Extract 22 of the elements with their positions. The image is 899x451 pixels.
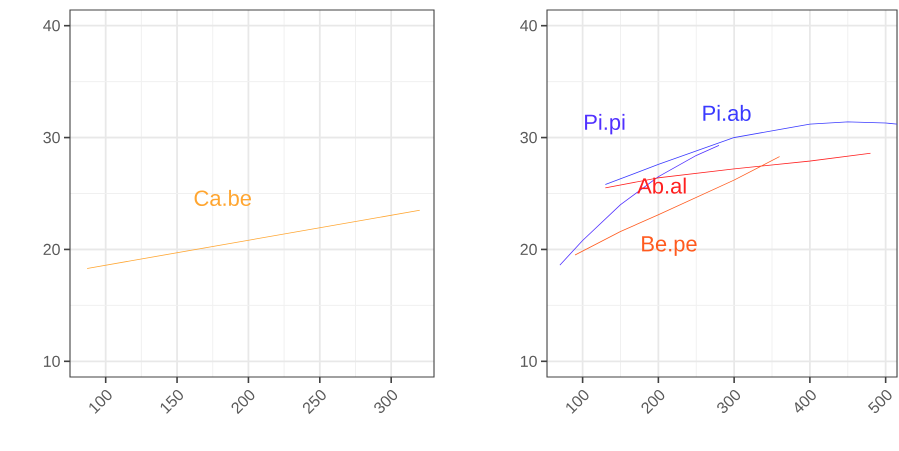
x-tick-label: 300 (374, 390, 398, 413)
y-tick-label: 40 (520, 20, 537, 32)
x-tick-label: 150 (160, 390, 183, 414)
x-tick-label: 100 (566, 390, 588, 414)
y-tick-label: 30 (520, 132, 537, 144)
x-tick-label: 500 (868, 390, 892, 414)
y-tick-label: 20 (520, 244, 537, 256)
text: Pi.pi (585, 114, 624, 134)
series-label: Be.pe (642, 236, 697, 256)
series-label: Ca.be (194, 190, 252, 206)
y-tick-label: 10 (44, 356, 60, 367)
x-tick-label: 200 (232, 390, 254, 414)
x-tick-label: 400 (795, 390, 816, 413)
x-tick-label: 100 (89, 390, 112, 414)
y-tick-label: 40 (43, 20, 60, 32)
y-tick-label: 20 (44, 244, 60, 256)
y-tick-label: 30 (43, 132, 60, 144)
x-tick-label: 250 (302, 390, 326, 414)
y-tick-label: 10 (520, 356, 537, 367)
x-tick-label: 200 (642, 390, 664, 414)
x-tick-label: 300 (717, 390, 740, 413)
series-label: Pi.ab (703, 104, 751, 121)
